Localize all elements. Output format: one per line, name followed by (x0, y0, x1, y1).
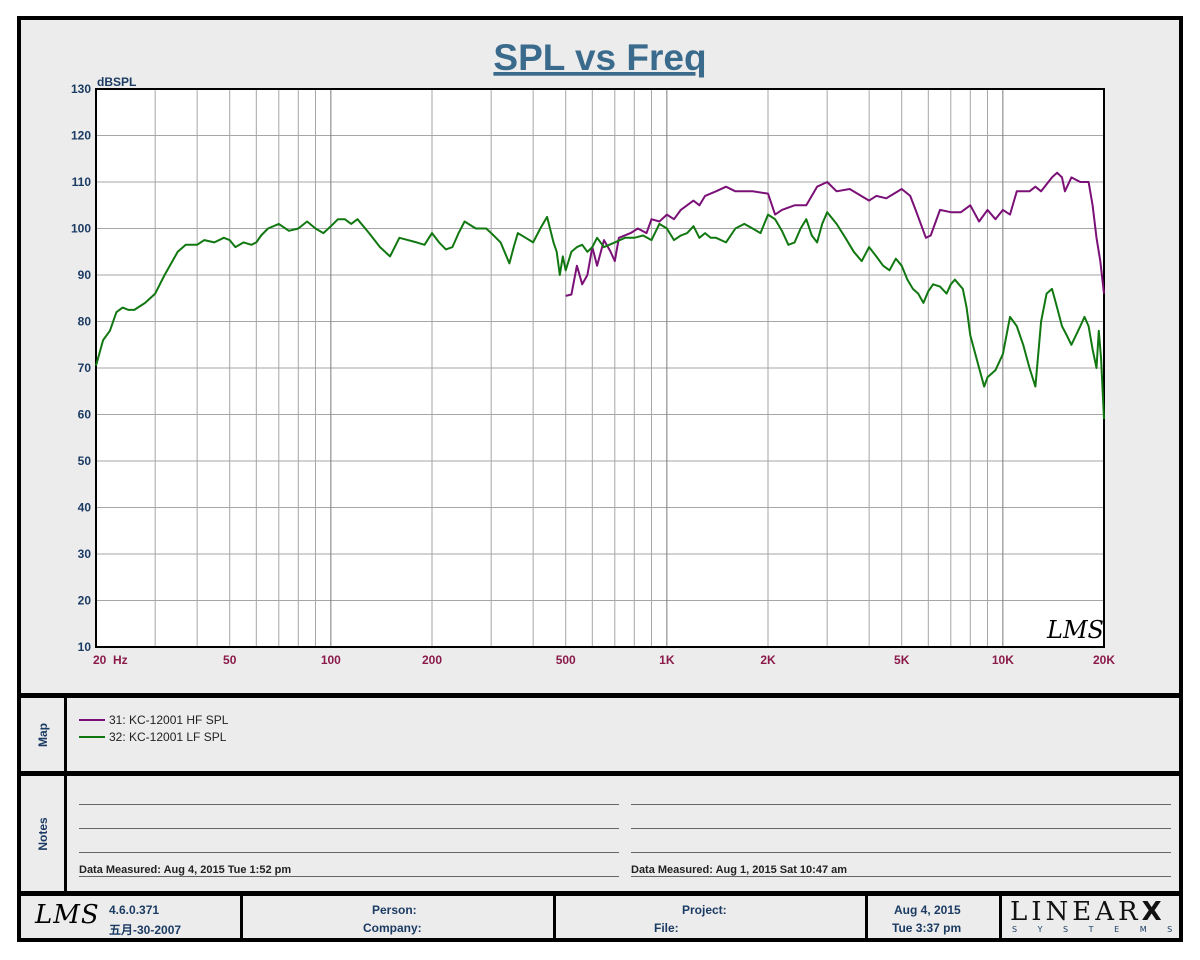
x-tick-label: 2K (760, 653, 776, 667)
y-tick-label: 110 (72, 175, 92, 189)
note-line (79, 852, 619, 853)
divider (21, 771, 1179, 776)
y-tick-label: 80 (78, 315, 92, 329)
x-tick-label: 1K (659, 653, 675, 667)
y-tick-label: 10 (78, 640, 92, 654)
legend-swatch-lf (79, 736, 105, 738)
footer-date: Aug 4, 2015 (894, 903, 961, 917)
series (95, 171, 1105, 420)
footer-time: Tue 3:37 pm (892, 921, 962, 935)
series-line-lf (95, 211, 1105, 420)
y-tick-label: 130 (71, 82, 91, 96)
footer-brand-cell: LINEARX S Y S T E M S (1002, 896, 1179, 938)
legend-item-hf: 31: KC-12001 HF SPL (79, 712, 228, 728)
version: 4.6.0.371 (109, 903, 160, 917)
legend-label-hf: 31: KC-12001 HF SPL (109, 713, 229, 727)
y-tick-label: 60 (78, 408, 92, 422)
note-line (631, 876, 1171, 877)
y-tick-label: 40 (78, 501, 92, 515)
y-tick-label: 100 (71, 222, 91, 236)
note-line (631, 804, 1171, 805)
footer-date-cell: Aug 4, 2015 Tue 3:37 pm (868, 896, 1002, 938)
footer: LMS 4.6.0.371 五月-30-2007 Person: Company… (21, 896, 1179, 938)
brand-main: LINEAR (1010, 897, 1142, 927)
x-tick-label: 50 (223, 653, 237, 667)
y-tick-label: 120 (71, 129, 91, 143)
data-measured-left: Data Measured: Aug 4, 2015 Tue 1:52 pm (79, 864, 292, 876)
x-tick-label: 500 (556, 653, 576, 667)
file-label: File: (654, 921, 679, 935)
map-label: Map (35, 722, 50, 747)
brand-x: X (1141, 897, 1166, 927)
y-tick-label: 70 (78, 361, 92, 375)
person-label: Person: (372, 903, 417, 917)
spl-chart: SPL vs Freq dBSPL 130 120 110 100 90 80 70 60 50… (71, 37, 1115, 667)
brand-logo: LINEARX (1010, 897, 1166, 927)
note-line (631, 852, 1171, 853)
x-tick-label: 10K (992, 653, 1014, 667)
y-tick-label: 30 (78, 547, 92, 561)
y-tick-label: 50 (78, 454, 92, 468)
y-tick-label: 90 (78, 268, 92, 282)
notes-panel: Notes Data Measured: Aug 4, 2015 Tue 1:5… (21, 776, 1179, 891)
legend-item-lf: 32: KC-12001 LF SPL (79, 729, 226, 745)
divider (21, 891, 1179, 896)
plot-frame: SPL vs Freq dBSPL 130 120 110 100 90 80 70 60 50… (17, 16, 1183, 942)
x-tick-labels: 20 Hz 50 100 200 500 1K 2K 5K 10K 20K (93, 653, 1115, 667)
x-tick-label: 200 (422, 653, 442, 667)
chart-title: SPL vs Freq (493, 37, 706, 78)
y-axis-label: dBSPL (97, 75, 136, 89)
project-label: Project: (682, 903, 727, 917)
footer-project-cell: Project: File: (556, 896, 868, 938)
x-tick-label: 100 (321, 653, 341, 667)
legend-swatch-hf (79, 719, 105, 721)
chart-area: SPL vs Freq dBSPL 130 120 110 100 90 80 70 60 50… (21, 20, 1179, 695)
legend-panel: Map 31: KC-12001 HF SPL 32: KC-12001 LF … (21, 698, 1179, 771)
company-label: Company: (363, 921, 422, 935)
note-line (631, 828, 1171, 829)
notes-label: Notes (35, 816, 50, 851)
note-line (79, 828, 619, 829)
notes-panel-label: Notes (21, 776, 67, 891)
series-line-hf (565, 171, 1105, 297)
brand-sub: S Y S T E M S (1012, 925, 1182, 934)
x-tick-label: 20 Hz (93, 653, 128, 667)
divider (21, 693, 1179, 698)
legend-panel-label: Map (21, 698, 67, 771)
plot-border (95, 88, 1105, 648)
lms-logo: LMS (35, 900, 100, 930)
data-measured-right: Data Measured: Aug 1, 2015 Sat 10:47 am (631, 864, 848, 876)
note-line (79, 804, 619, 805)
footer-version-cell: LMS 4.6.0.371 五月-30-2007 (21, 896, 243, 938)
grid (95, 88, 1105, 648)
x-tick-label: 20K (1093, 653, 1115, 667)
build-date: 五月-30-2007 (109, 923, 182, 937)
y-tick-labels: 130 120 110 100 90 80 70 60 50 40 30 20 10 (71, 82, 91, 654)
note-line (79, 876, 619, 877)
y-tick-label: 20 (78, 594, 92, 608)
legend-label-lf: 32: KC-12001 LF SPL (109, 730, 227, 744)
x-tick-label: 5K (894, 653, 910, 667)
footer-person-cell: Person: Company: (243, 896, 556, 938)
lms-watermark: LMS (1046, 616, 1104, 644)
